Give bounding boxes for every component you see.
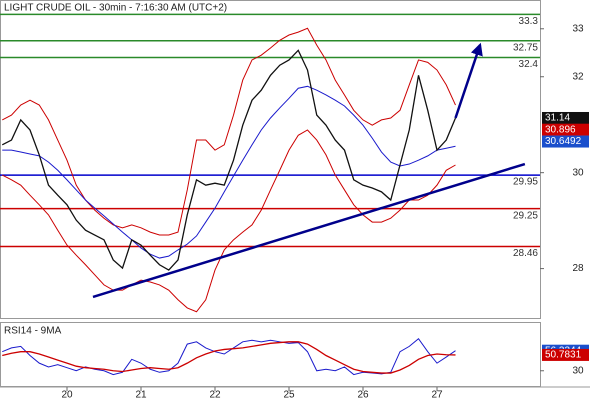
- series-line: [1, 49, 457, 271]
- level-label: 33.3: [519, 16, 539, 27]
- x-tick-label: 22: [209, 390, 221, 400]
- last-value-label: 50.7831: [545, 350, 582, 361]
- trend-line: [92, 162, 526, 299]
- level-label: 29.25: [513, 210, 538, 221]
- series-line: [2, 341, 456, 374]
- x-tick-label: 21: [135, 390, 147, 400]
- rsi-panel-frame: [0, 322, 541, 387]
- last-value-box: [542, 348, 589, 361]
- forecast-arrow: [454, 42, 483, 119]
- y-tick-label: 32: [572, 71, 584, 82]
- x-tick-label: 20: [61, 390, 73, 400]
- level-label: 32.4: [519, 59, 539, 70]
- y-tick-label: 30: [572, 167, 584, 178]
- chart-title: LIGHT CRUDE OIL - 30min - 7:16:30 AM (UT…: [4, 3, 227, 14]
- level-label: 29.95: [513, 177, 538, 188]
- series-line: [2, 85, 456, 259]
- last-value-label: 30.6492: [545, 136, 582, 147]
- level-label: 28.46: [513, 248, 538, 259]
- level-label: 32.75: [513, 42, 538, 53]
- y-tick-label: 30: [572, 365, 584, 376]
- x-tick-label: 27: [431, 390, 443, 400]
- last-value-box: [542, 135, 589, 148]
- last-value-box: [542, 123, 589, 136]
- last-value-label: 31.14: [545, 113, 570, 124]
- last-value-box: [542, 111, 589, 124]
- rsi-title: RSI14 - 9MA: [4, 326, 62, 337]
- y-tick-label: 33: [572, 23, 584, 34]
- series-line: [2, 338, 456, 376]
- last-value-label: 30.896: [545, 124, 576, 135]
- series-line: [2, 129, 456, 313]
- x-tick-label: 25: [283, 390, 295, 400]
- series-line: [2, 27, 456, 236]
- y-tick-label: 28: [572, 263, 584, 274]
- price-panel-frame: [0, 0, 541, 319]
- x-tick-label: 26: [357, 390, 369, 400]
